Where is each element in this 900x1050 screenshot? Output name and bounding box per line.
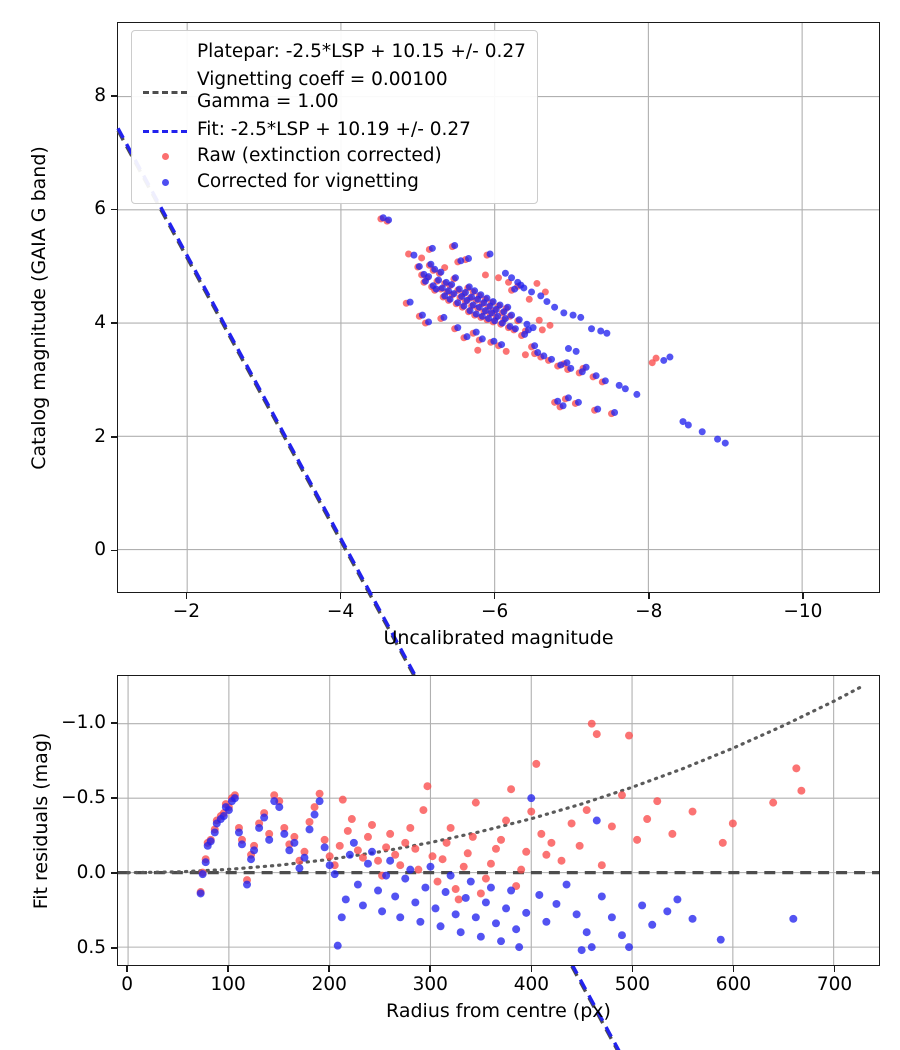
x-tick-label: −2 [172, 601, 200, 622]
legend-label: Vignetting coeff = 0.00100 Gamma = 1.00 [197, 69, 448, 112]
legend-dashed-line-icon [142, 117, 188, 143]
legend-entry: Corrected for vignetting [142, 169, 526, 195]
x-tick-label: 400 [513, 974, 549, 995]
legend-empty-handle [142, 39, 188, 65]
y-tick-mark [111, 722, 117, 724]
x-tick-label: −6 [481, 601, 509, 622]
y-axis-label: Fit residuals (mag) [30, 732, 52, 909]
series-raw-extinction-corrected [196, 719, 806, 904]
x-tick-mark [647, 593, 650, 599]
x-tick-mark [833, 966, 836, 972]
x-tick-mark [802, 593, 804, 599]
x-tick-mark [339, 593, 342, 599]
x-tick-label: −8 [635, 601, 663, 622]
x-axis-label: Radius from centre (px) [386, 1000, 611, 1022]
scatter-points [377, 214, 729, 447]
x-tick-mark [493, 593, 496, 599]
legend-label: Raw (extinction corrected) [197, 145, 442, 167]
legend: Platepar: -2.5*LSP + 10.15 +/- 0.27 Vigne… [131, 30, 538, 204]
x-tick-label: 200 [311, 974, 347, 995]
legend-entry: Platepar: -2.5*LSP + 10.15 +/- 0.27 [142, 39, 526, 65]
y-tick-label: 8 [94, 84, 106, 106]
y-tick-mark [111, 549, 117, 552]
dashed-line-icon [143, 91, 187, 94]
dashed-line-icon [143, 130, 187, 133]
fit-lines [118, 683, 879, 875]
legend-label: Corrected for vignetting [197, 171, 419, 193]
y-tick-label: 6 [94, 198, 106, 220]
x-tick-mark [328, 966, 331, 972]
line-vignetting-model-curve [126, 683, 866, 875]
circle-marker-icon [161, 152, 169, 160]
y-tick-mark [111, 947, 117, 949]
y-tick-label: 4 [94, 311, 106, 333]
y-tick-label: −0.5 [61, 786, 106, 808]
legend-dashed-line-icon [142, 78, 188, 104]
x-tick-mark [227, 966, 229, 972]
circle-marker-icon [161, 178, 169, 186]
x-tick-mark [530, 966, 533, 972]
x-tick-label: −4 [326, 601, 355, 622]
legend-entry: Vignetting coeff = 0.00100 Gamma = 1.00 [142, 65, 526, 117]
x-tick-label: 600 [715, 974, 752, 995]
y-tick-mark [111, 435, 117, 438]
legend-marker-icon [142, 143, 188, 169]
legend-entry: Fit: -2.5*LSP + 10.19 +/- 0.27 [142, 117, 526, 143]
x-tick-label: 100 [210, 974, 246, 995]
x-tick-label: 700 [816, 974, 853, 995]
y-tick-mark [111, 872, 117, 874]
scatter-points [196, 719, 806, 955]
legend-marker-icon [142, 169, 188, 195]
x-tick-label: 0 [121, 974, 133, 995]
x-tick-mark [631, 966, 634, 972]
y-tick-label: 2 [94, 425, 106, 447]
y-tick-mark [111, 322, 117, 324]
y-tick-label: 0 [94, 539, 106, 561]
x-tick-label: −10 [783, 601, 823, 622]
y-tick-label: 0.5 [76, 936, 106, 958]
legend-label: Fit: -2.5*LSP + 10.19 +/- 0.27 [197, 119, 471, 141]
x-tick-label: 300 [412, 974, 448, 995]
x-axis-label: Uncalibrated magnitude [383, 627, 614, 649]
x-tick-mark [429, 966, 432, 972]
y-tick-label: 0.0 [76, 861, 106, 883]
plot-area-fit-residuals [117, 675, 880, 966]
series-corrected-for-vignetting [196, 794, 798, 955]
y-tick-mark [111, 95, 117, 97]
series-corrected-for-vignetting [379, 214, 729, 447]
x-tick-label: 500 [614, 974, 651, 995]
y-tick-mark [111, 208, 117, 211]
y-axis-label: Catalog magnitude (GAIA G band) [28, 145, 50, 470]
legend-entry: Raw (extinction corrected) [142, 143, 526, 169]
x-tick-mark [185, 593, 188, 599]
x-tick-mark [126, 966, 128, 972]
y-tick-label: −1.0 [61, 711, 106, 733]
x-tick-mark [732, 966, 735, 972]
y-tick-mark [111, 797, 117, 799]
legend-label: Platepar: -2.5*LSP + 10.15 +/- 0.27 [197, 41, 526, 63]
